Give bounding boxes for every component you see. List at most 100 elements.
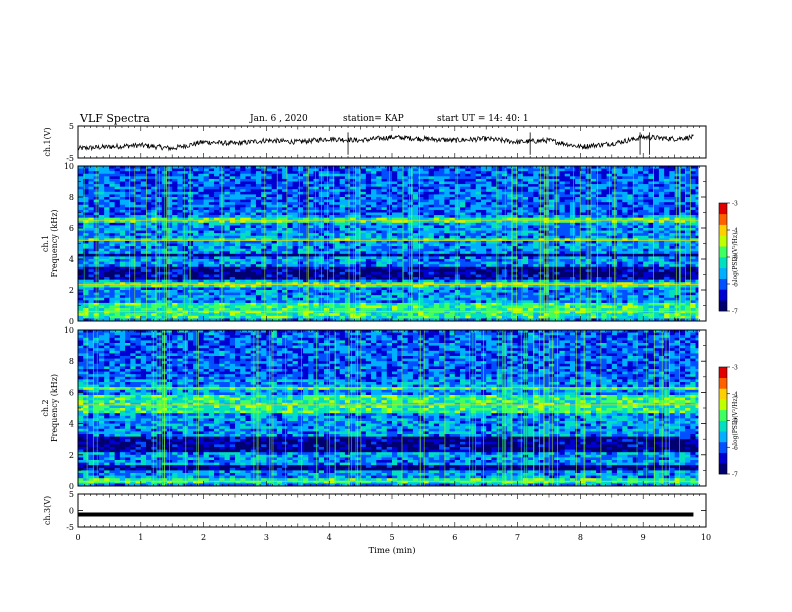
heatmap-cell: [182, 233, 189, 237]
heatmap-cell: [549, 191, 555, 195]
heatmap-cell: [580, 222, 587, 226]
heatmap-cell: [182, 222, 189, 226]
heatmap-cell: [88, 209, 95, 213]
heatmap-cell: [114, 186, 121, 190]
heatmap-cell: [282, 222, 288, 226]
heatmap-cell: [282, 225, 288, 229]
heatmap-cell: [303, 220, 309, 224]
heatmap-cell: [93, 228, 100, 231]
heatmap-cell: [365, 171, 372, 175]
heatmap-cell: [109, 168, 116, 172]
heatmap-cell: [433, 202, 440, 206]
heatmap-cell: [146, 264, 152, 268]
heatmap-cell: [193, 212, 199, 216]
heatmap-cell: [240, 166, 246, 169]
heatmap-cell: [470, 184, 477, 188]
heatmap-cell: [130, 264, 136, 268]
heatmap-cell: [229, 266, 236, 270]
heatmap-cell: [433, 261, 440, 265]
heatmap-cell: [303, 243, 309, 247]
heatmap-cell: [250, 222, 257, 226]
heatmap-cell: [653, 243, 660, 247]
heatmap-cell: [648, 191, 655, 195]
heatmap-cell: [339, 176, 346, 180]
heatmap-cell: [601, 202, 607, 206]
heatmap-cell: [235, 264, 241, 268]
heatmap-cell: [412, 217, 419, 221]
heatmap-cell: [83, 171, 89, 175]
heatmap-cell: [83, 253, 89, 257]
heatmap-cell: [308, 212, 314, 216]
heatmap-cell: [580, 253, 587, 257]
heatmap-cell: [240, 199, 246, 203]
heatmap-cell: [83, 251, 89, 255]
heatmap-cell: [674, 261, 681, 265]
heatmap-cell: [585, 243, 592, 247]
heatmap-cell: [135, 176, 142, 180]
heatmap-cell: [125, 217, 131, 221]
heatmap-cell: [643, 243, 649, 247]
heatmap-cell: [323, 256, 330, 260]
heatmap-cell: [208, 186, 215, 190]
heatmap-cell: [88, 220, 95, 224]
heatmap-cell: [287, 171, 293, 175]
heatmap-cell: [475, 197, 482, 200]
heatmap-cell: [538, 207, 545, 211]
heatmap-cell: [235, 251, 241, 255]
heatmap-cell: [407, 194, 414, 198]
heatmap-cell: [418, 246, 424, 250]
heatmap-cell: [439, 173, 445, 177]
heatmap-cell: [104, 209, 110, 213]
heatmap-cell: [397, 194, 403, 198]
heatmap-cell: [329, 230, 335, 234]
heatmap-cell: [344, 266, 351, 270]
heatmap-cell: [491, 266, 498, 270]
heatmap-cell: [601, 256, 607, 260]
heatmap-cell: [88, 178, 95, 182]
heatmap-cell: [245, 259, 252, 262]
heatmap-cell: [439, 259, 445, 262]
heatmap-cell: [166, 230, 173, 234]
heatmap-cell: [585, 184, 592, 188]
heatmap-cell: [585, 225, 592, 229]
heatmap-cell: [303, 233, 309, 237]
heatmap-cell: [292, 171, 299, 175]
heatmap-cell: [564, 225, 571, 229]
heatmap-cell: [439, 204, 445, 208]
heatmap-cell: [538, 171, 545, 175]
heatmap-cell: [496, 184, 503, 188]
heatmap-cell: [125, 194, 131, 198]
heatmap-cell: [214, 230, 220, 234]
heatmap-cell: [261, 248, 267, 252]
heatmap-cell: [643, 259, 649, 262]
heatmap-cell: [475, 248, 482, 252]
heatmap-cell: [590, 176, 597, 180]
heatmap-cell: [428, 261, 435, 265]
heatmap-cell: [78, 181, 84, 185]
heatmap-cell: [308, 253, 314, 257]
heatmap-cell: [664, 181, 670, 185]
heatmap-cell: [475, 202, 482, 206]
heatmap-cell: [344, 217, 351, 221]
heatmap-cell: [98, 197, 105, 200]
heatmap-cell: [323, 261, 330, 265]
heatmap-cell: [575, 228, 581, 231]
heatmap-cell: [512, 230, 518, 234]
heatmap-cell: [418, 181, 424, 185]
heatmap-cell: [98, 251, 105, 255]
heatmap-cell: [397, 251, 403, 255]
heatmap-cell: [151, 215, 157, 219]
heatmap-cell: [658, 178, 665, 182]
heatmap-cell: [637, 222, 644, 226]
heatmap-cell: [392, 166, 398, 169]
heatmap-cell: [622, 233, 628, 237]
heatmap-cell: [491, 181, 498, 185]
heatmap-cell: [564, 191, 571, 195]
heatmap-cell: [423, 261, 430, 265]
heatmap-cell: [240, 225, 246, 229]
heatmap-cell: [88, 191, 95, 195]
heatmap-cell: [674, 186, 681, 190]
heatmap-cell: [376, 181, 382, 185]
heatmap-cell: [193, 246, 199, 250]
heatmap-cell: [392, 222, 398, 226]
